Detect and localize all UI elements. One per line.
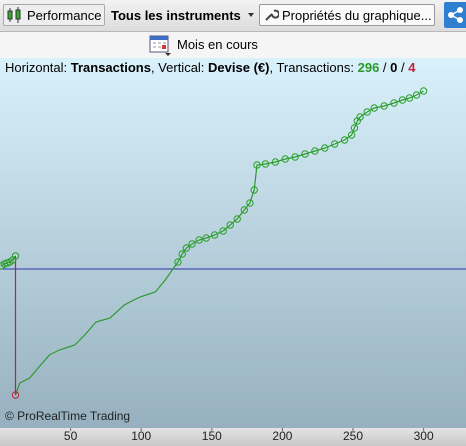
performance-button[interactable]: Performance <box>3 4 105 26</box>
toolbar: Performance Tous les instruments Proprié… <box>0 0 466 32</box>
x-tick-label: 100 <box>131 429 151 443</box>
dropdown-arrow <box>247 13 254 17</box>
info-text: / <box>397 60 409 75</box>
trade-marker <box>250 186 258 194</box>
share-icon <box>448 7 463 23</box>
trade-marker <box>253 161 261 169</box>
info-text: Devise (€) <box>208 60 270 75</box>
info-line: Horizontal: Transactions, Vertical: Devi… <box>5 60 415 75</box>
share-button[interactable] <box>444 2 466 28</box>
plot-area <box>0 58 466 428</box>
trade-marker <box>226 221 234 229</box>
info-text: Transactions <box>70 60 151 75</box>
trade-marker <box>246 199 254 207</box>
x-tick-label: 300 <box>414 429 434 443</box>
trade-marker <box>178 250 186 258</box>
properties-label: Propriétés du graphique... <box>282 7 432 23</box>
trade-marker <box>188 240 196 248</box>
trade-marker <box>311 147 319 155</box>
info-text: , Transactions: <box>269 60 358 75</box>
period-label: Mois en cours <box>177 36 258 52</box>
calendar-icon <box>149 35 171 56</box>
trade-marker <box>174 258 182 266</box>
trade-marker <box>233 215 241 223</box>
trade-marker <box>405 94 414 102</box>
instruments-label: Tous les instruments <box>111 7 241 23</box>
trade-marker <box>291 153 299 161</box>
losses-count: 4 <box>408 60 416 75</box>
trade-marker <box>271 158 280 166</box>
info-text: , Vertical: <box>150 60 209 75</box>
trade-marker <box>301 150 309 158</box>
trade-marker <box>347 131 356 139</box>
trade-marker <box>340 136 349 144</box>
trade-marker <box>350 124 359 132</box>
info-text: Horizontal: <box>5 60 71 75</box>
trade-marker <box>370 104 378 112</box>
trade-marker <box>380 102 388 110</box>
trade-marker <box>398 96 407 104</box>
trade-marker <box>363 108 371 116</box>
x-tick-label: 250 <box>343 429 363 443</box>
trade-marker <box>390 99 398 107</box>
x-tick-label: 150 <box>202 429 222 443</box>
trade-marker <box>11 391 20 399</box>
trade-marker <box>240 206 248 214</box>
neutral-count: 0 <box>390 60 398 75</box>
wins-count: 296 <box>357 60 380 75</box>
watermark: © ProRealTime Trading <box>5 409 130 423</box>
trade-marker <box>356 113 364 121</box>
trade-marker <box>195 236 203 244</box>
period-button[interactable]: Mois en cours <box>148 33 258 56</box>
performance-label: Performance <box>27 7 102 23</box>
trade-marker <box>182 244 191 252</box>
trade-marker <box>281 155 289 163</box>
x-tick-label: 200 <box>272 429 292 443</box>
trade-marker <box>261 160 270 168</box>
x-tick-label: 50 <box>64 429 78 443</box>
instruments-dropdown[interactable]: Tous les instruments <box>109 4 256 26</box>
trade-marker <box>210 231 219 239</box>
trade-marker <box>219 227 227 235</box>
candle-icon <box>7 7 21 23</box>
trade-marker <box>412 91 421 99</box>
trade-marker <box>321 144 329 152</box>
trade-marker <box>11 252 20 260</box>
info-text: / <box>379 60 391 75</box>
trade-marker <box>202 234 210 242</box>
trade-marker <box>330 140 339 148</box>
x-axis-bar <box>0 428 466 446</box>
properties-button[interactable]: Propriétés du graphique... <box>259 4 435 26</box>
wrench-icon <box>265 9 279 21</box>
period-bar: Mois en cours <box>0 32 466 58</box>
trade-marker <box>419 87 428 95</box>
